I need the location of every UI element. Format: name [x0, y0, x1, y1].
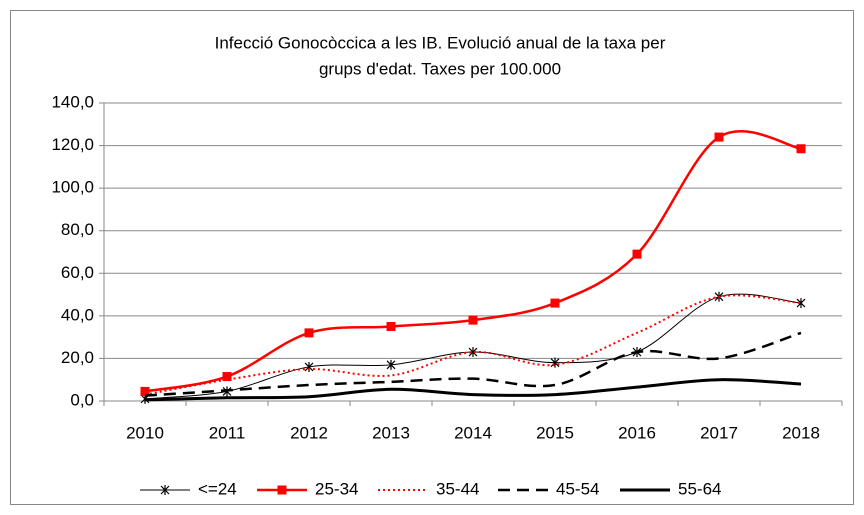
marker [796, 144, 806, 154]
chart-title: grups d'edat. Taxes per 100.000 [319, 59, 561, 78]
legend-label: 55-64 [678, 479, 721, 498]
marker [632, 249, 642, 259]
marker [386, 322, 396, 331]
series-line [144, 331, 802, 397]
marker [304, 361, 314, 372]
y-tick-label: 140,0 [51, 92, 94, 111]
marker [304, 328, 314, 338]
marker [140, 386, 150, 396]
legend-item: 25-34 [257, 479, 358, 498]
marker [222, 372, 232, 382]
legend-label: <=24 [198, 479, 237, 498]
y-tick-label: 100,0 [51, 178, 94, 197]
marker [468, 315, 478, 325]
x-tick-label: 2014 [454, 423, 492, 442]
x-tick-label: 2015 [536, 423, 574, 442]
legend-label: 45-54 [556, 479, 599, 498]
marker [277, 485, 287, 495]
legend-label: 25-34 [315, 479, 358, 498]
legend-item: 55-64 [620, 479, 721, 498]
legend-item: <=24 [140, 479, 237, 498]
x-tick-label: 2012 [290, 423, 328, 442]
marker [550, 298, 560, 308]
x-tick-label: 2010 [126, 423, 164, 442]
y-tick-label: 80,0 [61, 220, 94, 239]
series-line [144, 378, 802, 402]
x-tick-label: 2017 [700, 423, 738, 442]
x-tick-label: 2011 [209, 423, 246, 442]
legend-item: 45-54 [498, 479, 599, 498]
marker [468, 347, 478, 358]
marker [386, 359, 396, 370]
y-tick-label: 20,0 [61, 348, 94, 367]
x-tick-label: 2018 [782, 423, 820, 442]
chart-title: Infecció Gonocòccica a les IB. Evolució … [215, 33, 666, 52]
x-tick-label: 2016 [618, 423, 656, 442]
marker [160, 485, 170, 495]
legend-label: 35-44 [436, 479, 479, 498]
x-tick-label: 2013 [372, 423, 410, 442]
chart-frame [10, 10, 854, 505]
y-tick-label: 40,0 [61, 305, 94, 324]
y-tick-label: 60,0 [61, 263, 94, 282]
y-tick-label: 120,0 [51, 135, 94, 154]
marker [796, 298, 806, 309]
y-tick-label: 0,0 [70, 390, 94, 409]
marker [714, 132, 724, 142]
legend-item: 35-44 [378, 479, 479, 498]
